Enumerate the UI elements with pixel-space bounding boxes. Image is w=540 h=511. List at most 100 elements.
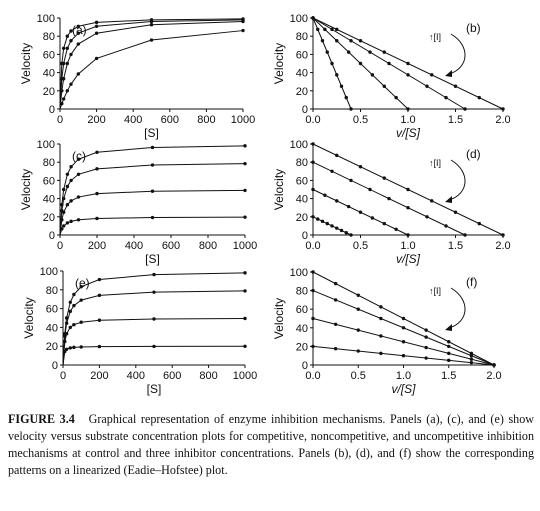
arrow-head-icon [445,196,452,203]
data-point [424,356,428,360]
data-point [382,50,386,54]
data-point [79,320,83,324]
arrow-head-icon [445,324,452,331]
data-point [243,344,247,348]
data-point [311,215,315,219]
data-point [424,345,428,350]
data-point [311,16,315,20]
data-point [406,61,410,66]
x-tick-label: 1.5 [448,114,463,126]
data-point [382,176,386,180]
data-point [406,187,410,192]
data-point [447,351,451,356]
inhibitor-label: ↑[I] [429,158,441,168]
x-tick-label: 1.0 [400,240,415,252]
data-point [311,142,315,146]
y-tick-label: 80 [43,157,55,169]
data-point [68,325,72,330]
data-point [401,340,406,344]
x-tick-label: 400 [124,114,142,126]
y-tick-label: 60 [296,175,308,187]
x-tick-label: 400 [127,370,145,382]
data-point [501,233,505,237]
y-tick-label: 60 [46,304,58,316]
data-point [447,358,451,363]
chart-panel: 0 20 40 60 80 100 0.0 0.5 1.0 1.5 2.0 v/[S] Velocity… [272,13,511,140]
y-tick-label: 100 [290,13,308,25]
panel-label: (c) [72,149,86,163]
x-axis-title: [S] [147,382,162,396]
x-tick-label: 800 [199,370,217,382]
data-point [430,73,434,77]
data-point [425,84,429,88]
data-point [401,326,406,330]
data-point [243,215,247,219]
data-point [79,345,83,349]
y-tick-label: 80 [43,31,55,43]
data-point [335,27,339,32]
caption-text: Graphical representation of enzyme inhib… [8,412,535,477]
series-line [59,18,244,110]
x-axis-title: v/[S] [396,126,421,140]
x-tick-label: 1.5 [441,370,456,382]
data-point [370,73,375,77]
panel-label: (f) [466,275,477,289]
data-point [492,363,496,367]
data-point [60,227,64,231]
data-point [344,95,348,100]
series-line [59,216,246,236]
data-point [323,27,327,32]
y-tick-label: 20 [43,212,55,224]
data-point [311,270,315,274]
data-point [95,191,99,196]
x-tick-label: 0.0 [305,114,320,126]
data-point [346,50,351,54]
y-tick-label: 40 [296,68,308,80]
data-point [243,316,247,321]
x-tick-label: 0 [57,240,63,252]
data-point [152,290,156,294]
data-point [243,161,247,166]
data-point [358,61,363,66]
data-point [394,95,398,100]
x-tick-label: 200 [87,114,105,126]
data-point [243,271,247,275]
data-point [65,34,70,38]
x-tick-label: 200 [88,240,106,252]
data-point [152,272,156,277]
x-tick-label: 0.5 [351,370,366,382]
data-point [76,24,81,28]
series-line [62,345,246,366]
y-axis-title: Velocity [272,43,286,84]
data-point [358,210,363,214]
y-axis-title: Velocity [272,298,286,339]
data-point [311,344,315,349]
data-point [243,289,247,293]
data-point [333,281,338,286]
x-tick-label: 2.0 [495,240,510,252]
data-point [335,199,339,203]
x-tick-label: 0.0 [305,240,320,252]
data-point [72,292,76,297]
y-tick-label: 20 [296,212,308,224]
data-point [335,153,339,158]
data-point [65,89,70,93]
data-point [382,84,386,88]
data-point [335,39,339,43]
data-point [62,210,66,214]
data-point [69,199,73,203]
data-point [76,218,81,222]
data-point [95,150,99,154]
arrow-head-icon [445,70,452,77]
y-tick-label: 0 [52,360,58,372]
data-point [65,46,70,50]
data-point [463,233,467,237]
x-tick-label: 600 [161,114,179,126]
data-point [150,145,155,150]
data-point [76,31,81,35]
data-point [330,169,334,173]
x-tick-label: 600 [162,240,180,252]
data-point [356,328,360,332]
data-point [469,360,474,365]
data-point [370,216,375,220]
